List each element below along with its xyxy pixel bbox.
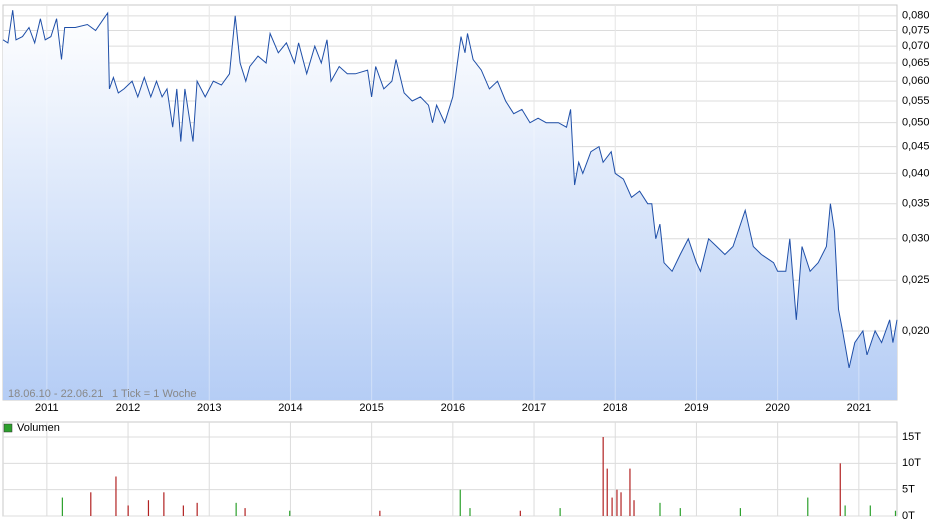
y-tick-label: 0,030 — [902, 233, 930, 245]
x-tick-label: 2015 — [359, 402, 383, 414]
volume-bar — [182, 505, 184, 516]
volume-bar — [602, 437, 604, 516]
plot-background — [2, 421, 898, 517]
x-tick-label: 2014 — [278, 402, 302, 414]
volume-bar — [61, 497, 63, 516]
x-tick-label: 2017 — [522, 402, 546, 414]
volume-bar — [620, 492, 622, 516]
y-tick-label: 0,080 — [902, 10, 930, 22]
y-tick-label: 0,065 — [902, 57, 930, 69]
y-tick-label: 0,055 — [902, 95, 930, 107]
volume-bar — [807, 497, 809, 516]
volume-bar — [459, 489, 461, 516]
volume-bar — [633, 500, 635, 516]
volume-bar — [147, 500, 150, 516]
price-line — [2, 10, 898, 369]
y-tick-label: 15T — [902, 431, 921, 443]
volume-bar — [616, 489, 618, 516]
y-tick-label: 0,060 — [902, 75, 930, 87]
y-tick-label: 0,040 — [902, 167, 930, 179]
volume-bar — [115, 476, 117, 516]
x-tick-label: 2019 — [684, 402, 708, 414]
annotation: 18.06.10 - 22.06.21 — [8, 388, 103, 400]
y-tick-label: 10T — [902, 457, 921, 469]
volume-bar — [235, 502, 237, 516]
volume-bar — [90, 492, 92, 516]
legend-label: Volumen — [17, 422, 60, 434]
area-fill — [3, 10, 897, 400]
volume-bar — [289, 510, 291, 516]
x-tick-label: 2021 — [847, 402, 871, 414]
volume-bar — [559, 508, 561, 516]
annotation: 1 Tick = 1 Woche — [112, 388, 196, 400]
x-tick-label: 2012 — [116, 402, 140, 414]
x-tick-label: 2013 — [197, 402, 221, 414]
volume-bar — [196, 502, 198, 516]
volume-bar — [163, 492, 165, 516]
y-tick-label: 0,045 — [902, 141, 930, 153]
y-tick-label: 0,070 — [902, 40, 930, 52]
volume-bar — [659, 502, 661, 516]
x-tick-label: 2018 — [603, 402, 627, 414]
y-tick-label: 0,035 — [902, 198, 930, 210]
y-tick-label: 5T — [902, 484, 915, 496]
volume-bar — [869, 505, 871, 516]
y-tick-label: 0,075 — [902, 24, 930, 36]
volume-bar — [244, 508, 246, 516]
y-tick-label: 0,050 — [902, 117, 930, 129]
volume-bar — [739, 508, 741, 516]
volume-bar — [469, 508, 471, 516]
y-tick-label: 0,025 — [902, 274, 930, 286]
x-tick-label: 2011 — [35, 402, 59, 414]
y-tick-label: 0,020 — [902, 325, 930, 337]
x-tick-label: 2016 — [441, 402, 465, 414]
volume-bar — [679, 508, 681, 516]
volume-bar — [519, 510, 521, 516]
volume-bar — [839, 463, 841, 516]
volume-bar — [606, 468, 608, 516]
volume-bar — [127, 505, 129, 516]
y-tick-label: 0T — [902, 510, 915, 522]
volume-bar — [629, 468, 631, 516]
x-tick-label: 2020 — [765, 402, 789, 414]
volume-bar — [379, 510, 381, 516]
legend-swatch — [3, 423, 13, 433]
volume-bar — [894, 510, 897, 516]
volume-bar — [611, 497, 613, 516]
volume-bar — [844, 505, 846, 516]
